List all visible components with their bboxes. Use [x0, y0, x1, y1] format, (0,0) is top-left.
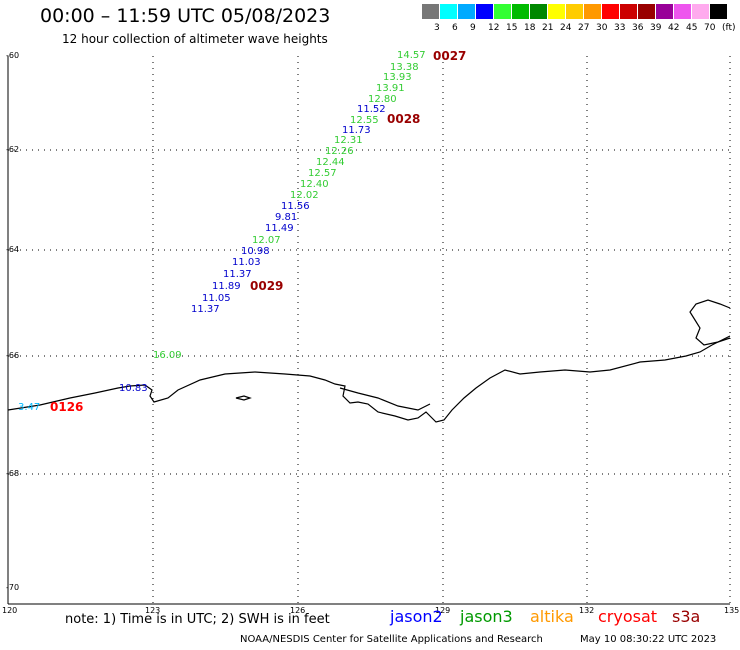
wave-height-label: 13.91 [376, 83, 405, 94]
scale-label: 33 [614, 23, 626, 33]
color-swatch [674, 4, 691, 19]
wave-height-label: 11.03 [232, 257, 261, 268]
lon-label: 120 [2, 606, 18, 615]
scale-label: (ft) [722, 23, 736, 33]
satellite-label-jason2: jason2 [390, 607, 443, 626]
satellite-label-jason3: jason3 [460, 607, 513, 626]
wave-height-label: 12.57 [308, 168, 337, 179]
scale-label: 21 [542, 23, 554, 33]
color-swatch [512, 4, 529, 19]
wave-height-label: 16.09 [153, 350, 182, 361]
scale-label: 12 [488, 23, 500, 33]
page-title: 00:00 – 11:59 UTC 05/08/2023 [40, 5, 331, 27]
color-swatch [548, 4, 565, 19]
pass-label: 0126 [50, 400, 84, 414]
color-swatch [692, 4, 709, 19]
lat-label: -66 [6, 351, 20, 360]
scale-label: 45 [686, 23, 698, 33]
lat-label: -70 [6, 583, 20, 592]
pass-label: 0028 [387, 112, 421, 126]
color-swatch [710, 4, 727, 19]
scale-label: 27 [578, 23, 590, 33]
scale-label: 3 [434, 23, 440, 33]
scale-label: 42 [668, 23, 680, 33]
lon-label: 135 [724, 606, 740, 615]
lat-label: -60 [6, 51, 20, 60]
satellite-label-s3a: s3a [672, 607, 701, 626]
wave-height-label: 14.57 [397, 50, 426, 61]
coastline-east [689, 299, 731, 346]
wave-height-label: 12.40 [300, 179, 329, 190]
wave-height-label: 10.98 [241, 246, 270, 257]
wave-height-label: 11.56 [281, 201, 310, 212]
color-swatch [602, 4, 619, 19]
wave-height-label: 10.83 [119, 383, 148, 394]
wave-height-label: 12.02 [290, 190, 319, 201]
wave-height-label: 12.44 [316, 157, 345, 168]
graticule [8, 56, 731, 604]
credit-text: NOAA/NESDIS Center for Satellite Applica… [240, 634, 543, 645]
color-swatch [584, 4, 601, 19]
wave-height-label: 12.07 [252, 235, 281, 246]
color-swatch [566, 4, 583, 19]
map-frame [7, 56, 730, 605]
color-swatch [620, 4, 637, 19]
scale-label: 6 [452, 23, 458, 33]
wave-height-label: 12.26 [325, 146, 354, 157]
footer-note: note: 1) Time is in UTC; 2) SWH is in fe… [65, 612, 330, 627]
scale-label: 15 [506, 23, 518, 33]
wave-height-label: 11.52 [357, 104, 386, 115]
color-swatch [638, 4, 655, 19]
wave-height-label: 3.47 [18, 402, 41, 413]
wave-height-label: 11.73 [342, 125, 371, 136]
lat-label: -62 [6, 145, 20, 154]
lat-label: -68 [6, 469, 20, 478]
wave-height-label: 9.81 [275, 212, 298, 223]
pass-label: 0027 [433, 49, 467, 63]
color-swatch [656, 4, 673, 19]
color-swatch [422, 4, 439, 19]
generated-timestamp: May 10 08:30:22 UTC 2023 [580, 634, 717, 645]
wave-height-label: 12.55 [350, 115, 379, 126]
color-swatch [494, 4, 511, 19]
color-swatch [458, 4, 475, 19]
scale-label: 70 [704, 23, 716, 33]
wave-height-label: 11.05 [202, 293, 231, 304]
wave-height-label: 13.93 [383, 72, 412, 83]
lon-label: 126 [290, 606, 306, 615]
scale-label: 18 [524, 23, 536, 33]
pass-label: 0029 [250, 279, 284, 293]
lat-label: -64 [6, 245, 20, 254]
color-swatch [440, 4, 457, 19]
scale-label: 24 [560, 23, 572, 33]
lon-label: 132 [579, 606, 595, 615]
wave-height-label: 13.38 [390, 62, 419, 73]
coastline-small-island [235, 395, 252, 401]
lon-label: 123 [145, 606, 161, 615]
color-swatch [530, 4, 547, 19]
page-subtitle: 12 hour collection of altimeter wave hei… [62, 32, 328, 46]
wave-height-label: 11.37 [191, 304, 220, 315]
wave-height-label: 12.31 [334, 135, 363, 146]
wave-height-label: 11.49 [265, 223, 294, 234]
wave-height-label: 11.37 [223, 269, 252, 280]
color-swatch [476, 4, 493, 19]
coastline-inlet [339, 387, 431, 411]
lon-label: 129 [435, 606, 451, 615]
satellite-label-cryosat: cryosat [598, 607, 658, 626]
wave-height-label: 11.89 [212, 281, 241, 292]
scale-label: 39 [650, 23, 662, 33]
scale-label: 30 [596, 23, 608, 33]
wave-height-label: 12.80 [368, 94, 397, 105]
scale-label: 9 [470, 23, 476, 33]
satellite-label-altika: altika [530, 607, 574, 626]
antarctic-coastline [7, 335, 731, 423]
scale-label: 36 [632, 23, 644, 33]
